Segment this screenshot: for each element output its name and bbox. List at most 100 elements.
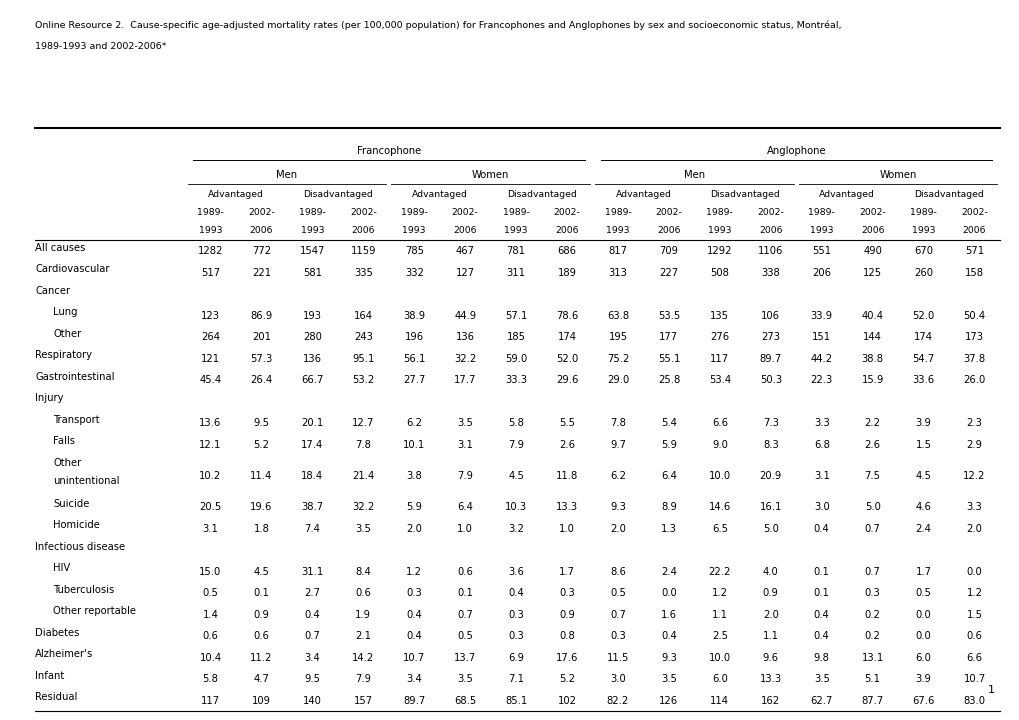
Text: 29.0: 29.0 (606, 375, 629, 385)
Text: 6.6: 6.6 (966, 652, 981, 662)
Text: 50.3: 50.3 (759, 375, 782, 385)
Text: 189: 189 (557, 268, 576, 278)
Text: 1.0: 1.0 (558, 523, 575, 534)
Text: 227: 227 (658, 268, 678, 278)
Text: 89.7: 89.7 (759, 354, 782, 364)
Text: 59.0: 59.0 (504, 354, 527, 364)
Text: 0.6: 0.6 (355, 588, 371, 598)
Text: Women: Women (472, 170, 508, 180)
Text: Residual: Residual (35, 693, 77, 702)
Text: 162: 162 (760, 696, 780, 706)
Text: 14.2: 14.2 (352, 652, 374, 662)
Text: 17.6: 17.6 (555, 652, 578, 662)
Text: 7.9: 7.9 (457, 472, 473, 481)
Text: 1989-: 1989- (502, 208, 529, 217)
Text: 95.1: 95.1 (352, 354, 374, 364)
Text: 1993: 1993 (301, 226, 324, 235)
Text: 276: 276 (709, 332, 729, 342)
Text: 551: 551 (811, 246, 830, 256)
Text: 1: 1 (987, 685, 994, 695)
Text: 10.1: 10.1 (403, 440, 425, 450)
Text: 7.4: 7.4 (304, 523, 320, 534)
Text: 37.8: 37.8 (963, 354, 984, 364)
Text: 0.1: 0.1 (813, 588, 828, 598)
Text: 2.1: 2.1 (355, 631, 371, 641)
Text: 33.6: 33.6 (912, 375, 933, 385)
Text: 1.8: 1.8 (253, 523, 269, 534)
Text: 0.3: 0.3 (406, 588, 422, 598)
Text: 1.5: 1.5 (915, 440, 930, 450)
Text: 1993: 1993 (503, 226, 527, 235)
Text: 12.2: 12.2 (962, 472, 984, 481)
Text: 0.0: 0.0 (915, 631, 930, 641)
Text: 2002-: 2002- (248, 208, 274, 217)
Text: 126: 126 (658, 696, 678, 706)
Text: 2002-: 2002- (553, 208, 580, 217)
Text: 2.5: 2.5 (711, 631, 728, 641)
Text: 0.6: 0.6 (203, 631, 218, 641)
Text: 1989-: 1989- (197, 208, 224, 217)
Text: 54.7: 54.7 (912, 354, 933, 364)
Text: 5.8: 5.8 (507, 418, 524, 428)
Text: Tuberculosis: Tuberculosis (53, 585, 114, 595)
Text: 3.5: 3.5 (457, 418, 473, 428)
Text: 2.4: 2.4 (915, 523, 930, 534)
Text: 1.7: 1.7 (915, 567, 930, 577)
Text: 201: 201 (252, 332, 271, 342)
Text: Advantaged: Advantaged (614, 190, 671, 199)
Text: 0.4: 0.4 (813, 631, 828, 641)
Text: 0.6: 0.6 (457, 567, 473, 577)
Text: 10.3: 10.3 (504, 502, 527, 512)
Text: 0.3: 0.3 (558, 588, 575, 598)
Text: 22.3: 22.3 (810, 375, 833, 385)
Text: 136: 136 (303, 354, 322, 364)
Text: 5.1: 5.1 (864, 674, 879, 684)
Text: 817: 817 (608, 246, 627, 256)
Text: 2.0: 2.0 (966, 523, 981, 534)
Text: 174: 174 (557, 332, 576, 342)
Text: 1547: 1547 (300, 246, 325, 256)
Text: Transport: Transport (53, 415, 100, 425)
Text: Suicide: Suicide (53, 499, 90, 509)
Text: 33.3: 33.3 (504, 375, 527, 385)
Text: Men: Men (683, 170, 704, 180)
Text: 2.0: 2.0 (609, 523, 626, 534)
Text: 5.4: 5.4 (660, 418, 677, 428)
Text: 243: 243 (354, 332, 372, 342)
Text: 20.5: 20.5 (199, 502, 221, 512)
Text: 10.0: 10.0 (708, 472, 731, 481)
Text: 6.2: 6.2 (609, 472, 626, 481)
Text: 0.4: 0.4 (813, 523, 828, 534)
Text: 0.4: 0.4 (813, 610, 828, 619)
Text: 6.5: 6.5 (711, 523, 728, 534)
Text: 82.2: 82.2 (606, 696, 629, 706)
Text: 3.3: 3.3 (966, 502, 981, 512)
Text: 0.4: 0.4 (304, 610, 320, 619)
Text: 1993: 1993 (403, 226, 426, 235)
Text: 5.5: 5.5 (558, 418, 575, 428)
Text: 52.0: 52.0 (555, 354, 578, 364)
Text: 332: 332 (405, 268, 423, 278)
Text: 13.3: 13.3 (555, 502, 578, 512)
Text: Infant: Infant (35, 671, 64, 681)
Text: 6.4: 6.4 (457, 502, 473, 512)
Text: 785: 785 (405, 246, 423, 256)
Text: 2006: 2006 (554, 226, 578, 235)
Text: 4.5: 4.5 (253, 567, 269, 577)
Text: 1989-1993 and 2002-2006*: 1989-1993 and 2002-2006* (35, 42, 166, 51)
Text: 135: 135 (709, 310, 729, 320)
Text: unintentional: unintentional (53, 476, 119, 486)
Text: 1989-: 1989- (807, 208, 835, 217)
Text: 86.9: 86.9 (250, 310, 272, 320)
Text: 4.0: 4.0 (762, 567, 777, 577)
Text: 2.2: 2.2 (864, 418, 879, 428)
Text: 0.2: 0.2 (864, 631, 879, 641)
Text: 20.9: 20.9 (759, 472, 782, 481)
Text: 9.5: 9.5 (304, 674, 320, 684)
Text: 7.3: 7.3 (762, 418, 777, 428)
Text: 7.5: 7.5 (864, 472, 879, 481)
Text: 2.7: 2.7 (304, 588, 320, 598)
Text: 10.2: 10.2 (199, 472, 221, 481)
Text: 117: 117 (201, 696, 220, 706)
Text: 164: 164 (354, 310, 372, 320)
